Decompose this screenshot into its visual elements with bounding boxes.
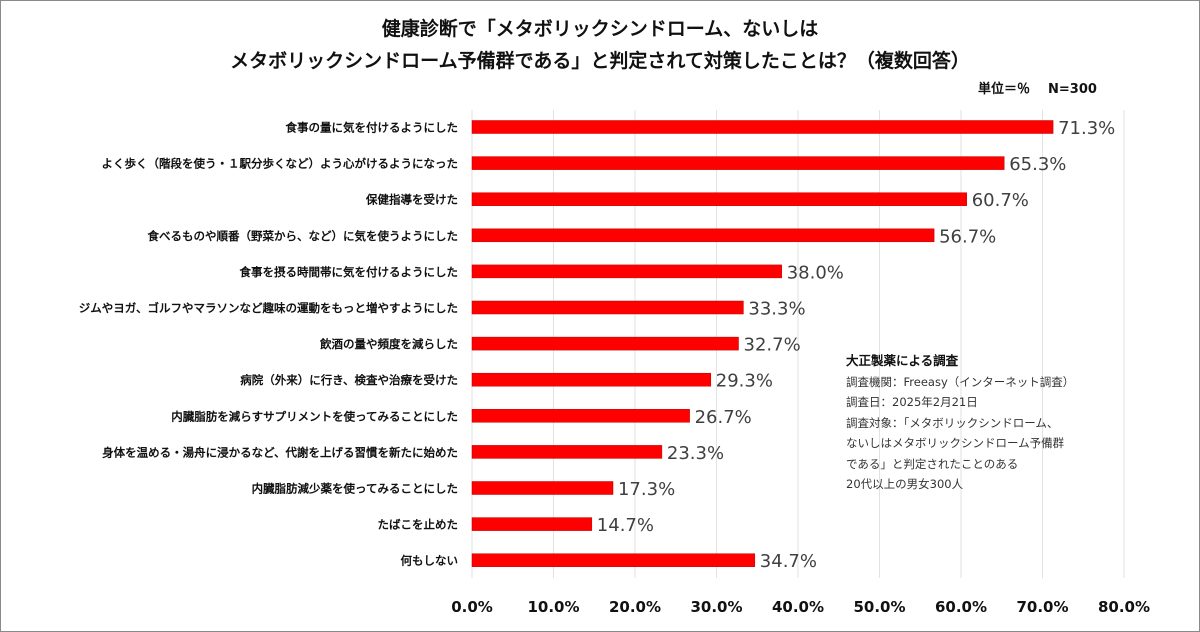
x-tick-label: 20.0%: [609, 598, 661, 616]
survey-note: 大正製薬による調査 調査機関：Freeasy（インターネット調査） 調査日：20…: [846, 351, 1074, 495]
category-label: 食事を摂る時間帯に気を付けるようにした: [240, 265, 459, 279]
category-label: 内臓脂肪を減らすサプリメントを使ってみることにした: [171, 409, 458, 423]
bar: [471, 336, 739, 351]
x-tick-label: 50.0%: [853, 598, 905, 616]
x-tick-label: 70.0%: [1016, 598, 1068, 616]
bar: [471, 300, 744, 315]
unit-label: 単位＝％ N=300: [978, 78, 1097, 97]
note-line: である」と判定されたことのある: [846, 456, 1019, 471]
x-tick-label: 30.0%: [690, 598, 742, 616]
bar: [471, 156, 1005, 170]
category-label: よく歩く（階段を使う・１駅分歩くなど）よう心がけるようになった: [102, 157, 459, 171]
data-label: 23.3%: [667, 443, 724, 464]
note-line: 調査日：2025年2月21日: [846, 395, 978, 409]
data-label: 29.3%: [716, 371, 773, 392]
data-label: 60.7%: [972, 190, 1029, 211]
category-label: 何もしない: [401, 554, 459, 568]
bar: [471, 192, 967, 206]
bar: [471, 264, 782, 279]
bar: [471, 553, 756, 567]
category-label: 病院（外来）に行き、検査や治療を受けた: [240, 373, 458, 387]
bar: [471, 228, 935, 243]
bar: [471, 120, 1054, 134]
data-label: 56.7%: [939, 226, 996, 247]
sample-size: N=300: [1048, 82, 1097, 97]
note-line: ないしはメタボリックシンドローム予備群: [846, 436, 1065, 450]
data-label: 65.3%: [1009, 154, 1066, 175]
category-label: 飲酒の量や頻度を減らした: [319, 337, 458, 351]
data-label: 71.3%: [1058, 118, 1115, 139]
x-tick-label: 60.0%: [935, 598, 987, 616]
x-tick-label: 80.0%: [1098, 598, 1150, 616]
data-label: 32.7%: [744, 335, 801, 356]
bar: [471, 517, 593, 531]
category-label: たばこを止めた: [378, 518, 459, 532]
note-line: 調査対象：「メタボリックシンドローム、: [846, 415, 1059, 430]
data-label: 26.7%: [695, 407, 752, 428]
bar: [471, 372, 712, 387]
bar: [471, 481, 614, 495]
unit-text: 単位＝％: [978, 82, 1031, 97]
data-label: 17.3%: [618, 479, 675, 500]
category-label: 保健指導を受けた: [365, 193, 458, 207]
chart-title-line-1: 健康診断で「メタボリックシンドローム、ないしは: [381, 18, 819, 40]
x-tick-label: 0.0%: [451, 598, 493, 616]
data-label: 14.7%: [597, 515, 654, 536]
data-label: 38.0%: [787, 262, 844, 283]
note-line: 20代以上の男女300人: [846, 477, 964, 491]
category-label: 身体を温める・湯舟に浸かるなど、代謝を上げる習慣を新たに始めた: [102, 445, 458, 459]
note-line: 調査機関：Freeasy（インターネット調査）: [846, 374, 1075, 389]
category-label: 食べるものや順番（野菜から、など）に気を使うようにした: [148, 229, 459, 243]
category-label: ジムやヨガ、ゴルフやマラソンなど趣味の運動をもっと増やすようにした: [79, 301, 458, 315]
data-label: 34.7%: [760, 551, 817, 572]
bar: [471, 445, 663, 459]
chart-title-line-2: メタボリックシンドローム予備群である」と判定されて対策したことは？（複数回答）: [230, 50, 970, 72]
x-tick-label: 10.0%: [527, 598, 579, 616]
data-label: 33.3%: [748, 299, 805, 320]
category-label: 内臓脂肪減少薬を使ってみることにした: [252, 482, 458, 496]
note-heading: 大正製薬による調査: [846, 353, 959, 368]
bar: [471, 409, 690, 423]
category-label: 食事の量に気を付けるようにした: [286, 121, 459, 135]
x-tick-label: 40.0%: [772, 598, 824, 616]
